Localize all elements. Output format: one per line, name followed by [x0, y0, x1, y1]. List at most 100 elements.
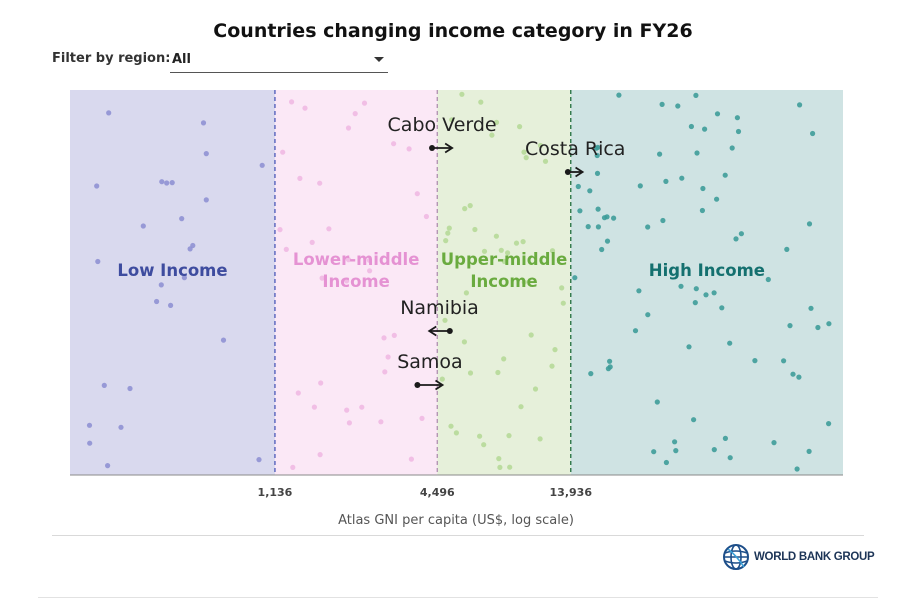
country-dot	[794, 466, 800, 472]
band-low-income	[70, 90, 275, 475]
country-dot	[585, 224, 591, 230]
country-dot	[501, 356, 507, 362]
move-origin-dot	[429, 145, 436, 151]
country-label: Samoa	[397, 351, 462, 373]
country-dot	[518, 404, 524, 410]
country-dot	[587, 188, 593, 194]
country-dot	[159, 179, 165, 185]
country-dot	[381, 335, 387, 341]
region-filter-select[interactable]: All	[170, 50, 388, 73]
country-dot	[532, 386, 539, 392]
country-dot	[654, 399, 660, 405]
country-dot	[317, 180, 323, 186]
country-dot	[513, 240, 520, 246]
category-label: Lower-middle Income	[293, 250, 420, 291]
country-dot	[220, 337, 227, 343]
country-dot	[657, 151, 663, 157]
world-bank-logo[interactable]: WORLD BANK GROUP	[722, 543, 875, 571]
move-origin-dot	[414, 382, 421, 388]
country-dot	[607, 364, 613, 370]
country-dot	[419, 415, 425, 421]
country-dot	[577, 208, 583, 214]
country-dot	[179, 216, 185, 222]
country-dot	[190, 242, 196, 249]
country-dot	[826, 321, 832, 327]
country-dot	[663, 178, 669, 184]
country-dot	[645, 224, 651, 230]
country-dot	[127, 385, 133, 392]
country-dot	[505, 250, 511, 256]
country-dot	[520, 239, 526, 245]
country-dot	[462, 206, 468, 212]
country-dot	[345, 125, 352, 131]
move-arrow-head	[427, 325, 437, 337]
country-dot	[311, 404, 317, 410]
country-dot	[703, 292, 709, 298]
country-dot	[295, 390, 301, 396]
country-dot	[771, 440, 777, 446]
chevron-down-icon[interactable]	[374, 57, 384, 62]
country-dot	[790, 371, 796, 377]
country-dot	[140, 223, 146, 229]
country-dot	[478, 99, 484, 105]
country-dot	[496, 456, 502, 462]
country-dot	[289, 99, 295, 105]
country-dot	[727, 455, 733, 461]
country-dot	[118, 424, 124, 430]
country-dot	[594, 152, 600, 159]
country-dot	[408, 456, 414, 462]
country-dot	[344, 278, 350, 284]
country-dot	[168, 302, 174, 308]
move-arrow-head	[435, 379, 445, 391]
country-dot	[699, 207, 706, 214]
country-dot	[94, 183, 100, 189]
country-dot	[694, 150, 700, 156]
country-dot	[463, 290, 469, 296]
country-dot	[599, 246, 605, 253]
country-dot	[765, 276, 771, 283]
country-dot	[449, 117, 455, 123]
country-dot	[549, 248, 556, 254]
country-dot	[86, 422, 93, 428]
country-dot	[181, 275, 187, 281]
country-dot	[366, 257, 372, 263]
country-dot	[446, 225, 452, 231]
country-dot	[660, 217, 666, 224]
country-dot	[700, 185, 706, 192]
country-dot	[493, 119, 500, 125]
country-dot	[283, 246, 289, 252]
country-label: Costa Rica	[525, 138, 626, 160]
footer-divider	[52, 535, 864, 536]
country-dot	[528, 332, 534, 338]
country-dot	[787, 323, 793, 329]
country-dot	[595, 224, 602, 230]
country-dot	[672, 439, 678, 445]
country-dot	[391, 141, 397, 147]
country-dot	[693, 286, 699, 292]
country-dot	[467, 203, 473, 209]
country-dot	[594, 170, 601, 176]
country-dot	[659, 101, 665, 107]
country-label: Cabo Verde	[388, 114, 497, 136]
country-dot	[448, 423, 454, 429]
country-dot	[87, 440, 93, 446]
move-origin-dot	[446, 328, 453, 334]
country-dot	[806, 448, 812, 454]
world-bank-logo-text: WORLD BANK GROUP	[754, 551, 875, 563]
country-dot	[523, 155, 529, 161]
country-dot	[560, 300, 566, 306]
country-dot	[738, 231, 745, 237]
country-dot	[616, 92, 622, 98]
move-arrow-head	[444, 142, 454, 154]
country-dot	[352, 111, 358, 117]
country-dot	[280, 149, 286, 155]
country-dot	[203, 197, 209, 203]
filter-label: Filter by region:	[52, 51, 171, 66]
move-origin-dot	[564, 169, 571, 175]
country-dot	[391, 332, 397, 338]
country-dot	[645, 312, 651, 318]
country-dot	[588, 371, 594, 377]
country-dot	[601, 215, 608, 221]
move-arrow-head	[575, 166, 585, 178]
country-dot	[277, 227, 283, 233]
